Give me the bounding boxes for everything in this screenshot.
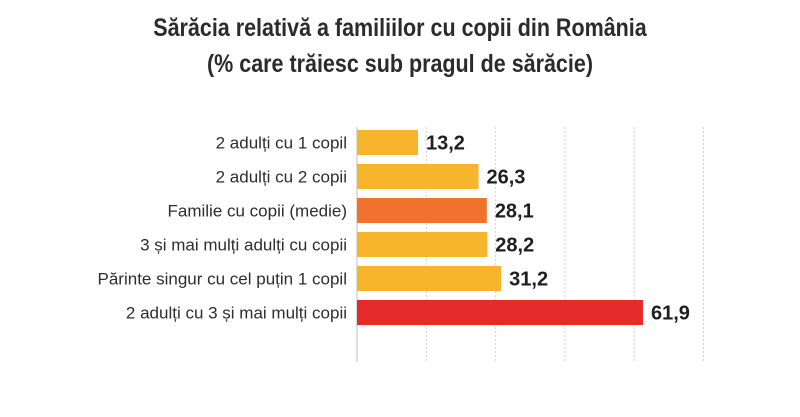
category-label: 2 adulți cu 3 și mai mulți copii bbox=[126, 304, 347, 323]
bar bbox=[357, 266, 502, 291]
data-label: 28,2 bbox=[495, 235, 534, 257]
bar bbox=[357, 130, 418, 155]
bar bbox=[357, 198, 487, 223]
data-label: 26,3 bbox=[487, 167, 526, 189]
category-label: Familie cu copii (medie) bbox=[168, 202, 348, 221]
data-label: 31,2 bbox=[509, 269, 548, 291]
chart-title-block: Sărăcia relativă a familiilor cu copii d… bbox=[56, 10, 744, 82]
category-label: 2 adulți cu 2 copii bbox=[216, 168, 347, 187]
data-label: 61,9 bbox=[651, 303, 690, 325]
data-label: 28,1 bbox=[495, 201, 534, 223]
category-label: 2 adulți cu 1 copil bbox=[216, 134, 347, 153]
bar bbox=[357, 164, 479, 189]
category-label: Părinte singur cu cel puțin 1 copil bbox=[98, 270, 347, 289]
data-label: 13,2 bbox=[426, 133, 465, 155]
chart-title: Sărăcia relativă a familiilor cu copii d… bbox=[153, 14, 647, 42]
bar bbox=[357, 232, 488, 257]
category-label: 3 și mai mulți adulți cu copii bbox=[140, 236, 347, 255]
chart-subtitle: (% care trăiesc sub pragul de sărăcie) bbox=[206, 50, 593, 78]
bar bbox=[357, 300, 643, 325]
